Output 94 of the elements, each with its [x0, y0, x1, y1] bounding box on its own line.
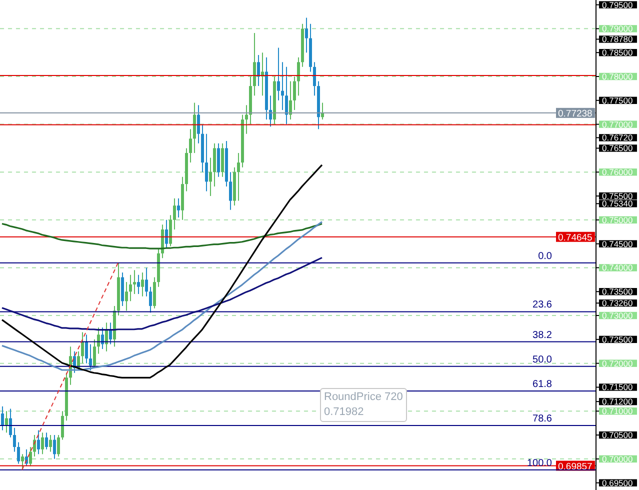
y-tick-label: 0.70000	[602, 454, 633, 464]
candlestick	[189, 128, 192, 164]
ref-line-label: 0.69857	[558, 461, 592, 472]
annotation: 38.2	[532, 330, 552, 341]
candlestick	[129, 274, 132, 302]
candlestick	[125, 282, 128, 312]
y2-tick-label: 0.71200	[602, 396, 633, 407]
candlestick	[33, 434, 36, 458]
y-tick-label: 0.77000	[602, 119, 633, 130]
annotation: 0.0	[538, 250, 552, 262]
line-series	[1, 222, 323, 250]
candlestick	[285, 66, 288, 125]
candlestick	[61, 410, 64, 440]
y-tick-label: 0.76000	[602, 167, 633, 178]
y2-tick-label: 0.73500	[602, 286, 633, 297]
line-series	[1, 164, 323, 378]
ref-line-label: 0.74645	[558, 232, 592, 244]
candlestick	[277, 47, 280, 101]
candlestick	[177, 198, 180, 218]
candlestick	[297, 56, 300, 96]
y2-tick-label: 0.71500	[602, 382, 633, 392]
candlestick	[205, 133, 208, 192]
candlestick	[5, 410, 8, 434]
candlestick	[293, 76, 296, 110]
candlestick	[165, 219, 168, 250]
candlestick	[17, 442, 20, 464]
candlestick	[173, 198, 176, 230]
annotation: 61.8	[532, 379, 552, 390]
candlestick	[153, 276, 156, 309]
candlestick	[237, 152, 240, 202]
candlestick	[217, 142, 220, 178]
candlestick	[49, 434, 52, 452]
candlestick	[1, 406, 4, 431]
candlestick	[13, 427, 16, 452]
y2-tick-label: 0.74500	[602, 238, 633, 249]
candlestick	[245, 104, 248, 134]
candlestick	[289, 80, 292, 120]
candlestick	[9, 408, 12, 438]
y2-tick-label: 0.75500	[602, 191, 633, 201]
y2-tick-label: 0.72500	[602, 334, 633, 344]
candlestick	[133, 270, 136, 294]
annotation: 78.6	[532, 413, 552, 424]
candlestick	[53, 434, 56, 460]
candlestick	[209, 157, 212, 196]
candlestick	[37, 430, 40, 455]
y2-tick-label: 0.73260	[602, 298, 633, 308]
candlestick	[229, 172, 232, 210]
candlestick	[141, 272, 144, 297]
y-tick-label: 0.78000	[602, 71, 633, 82]
candlestick	[57, 434, 60, 458]
candlestick	[81, 332, 84, 364]
candlestick	[213, 142, 216, 187]
annotation: 50.0	[532, 354, 552, 366]
candlestick	[137, 274, 140, 294]
candlestick	[21, 454, 24, 470]
candlestick	[193, 102, 196, 154]
annotation: RoundPrice 720	[324, 390, 403, 405]
y-tick-label: 0.72000	[602, 358, 633, 368]
y-tick-label: 0.71000	[602, 406, 633, 416]
candlestick	[145, 267, 148, 297]
candlestick	[313, 62, 316, 96]
y2-tick-label: 0.75340	[602, 198, 633, 209]
candlestick	[169, 214, 172, 247]
y-tick-label: 0.73000	[602, 310, 633, 321]
annotation: 0.71982	[324, 405, 365, 420]
ref-line-label: 0.77238	[558, 108, 592, 120]
y2-tick-label: 0.76500	[602, 143, 633, 154]
y2-tick-label: 0.77500	[602, 95, 633, 106]
candlestick	[149, 286, 152, 314]
candlestick	[305, 17, 308, 54]
candlestick	[41, 432, 44, 455]
candlestick	[121, 272, 124, 306]
candlestick	[97, 326, 100, 354]
y2-tick-label: 0.79500	[602, 0, 633, 10]
y2-tick-label: 0.70500	[602, 430, 633, 440]
y2-tick-label: 0.69500	[602, 478, 633, 488]
y-tick-label: 0.79000	[602, 24, 633, 34]
y-tick-label: 0.75000	[602, 214, 633, 225]
candlestick	[221, 142, 224, 178]
candlestick	[109, 322, 112, 345]
candlestick	[253, 32, 256, 96]
annotation: 23.6	[532, 300, 552, 311]
y2-tick-label: 0.76720	[602, 132, 633, 143]
candlestick	[93, 338, 96, 369]
candlestick	[197, 104, 200, 144]
candlestick	[29, 446, 32, 467]
y-tick-label: 0.74000	[602, 262, 633, 273]
y2-tick-label: 0.78780	[602, 34, 633, 44]
candlestick	[89, 344, 92, 371]
y2-tick-label: 0.78500	[602, 48, 633, 58]
candlestick	[257, 54, 260, 87]
candlestick	[45, 432, 48, 450]
candlestick	[281, 62, 284, 110]
candlestick	[85, 334, 88, 364]
